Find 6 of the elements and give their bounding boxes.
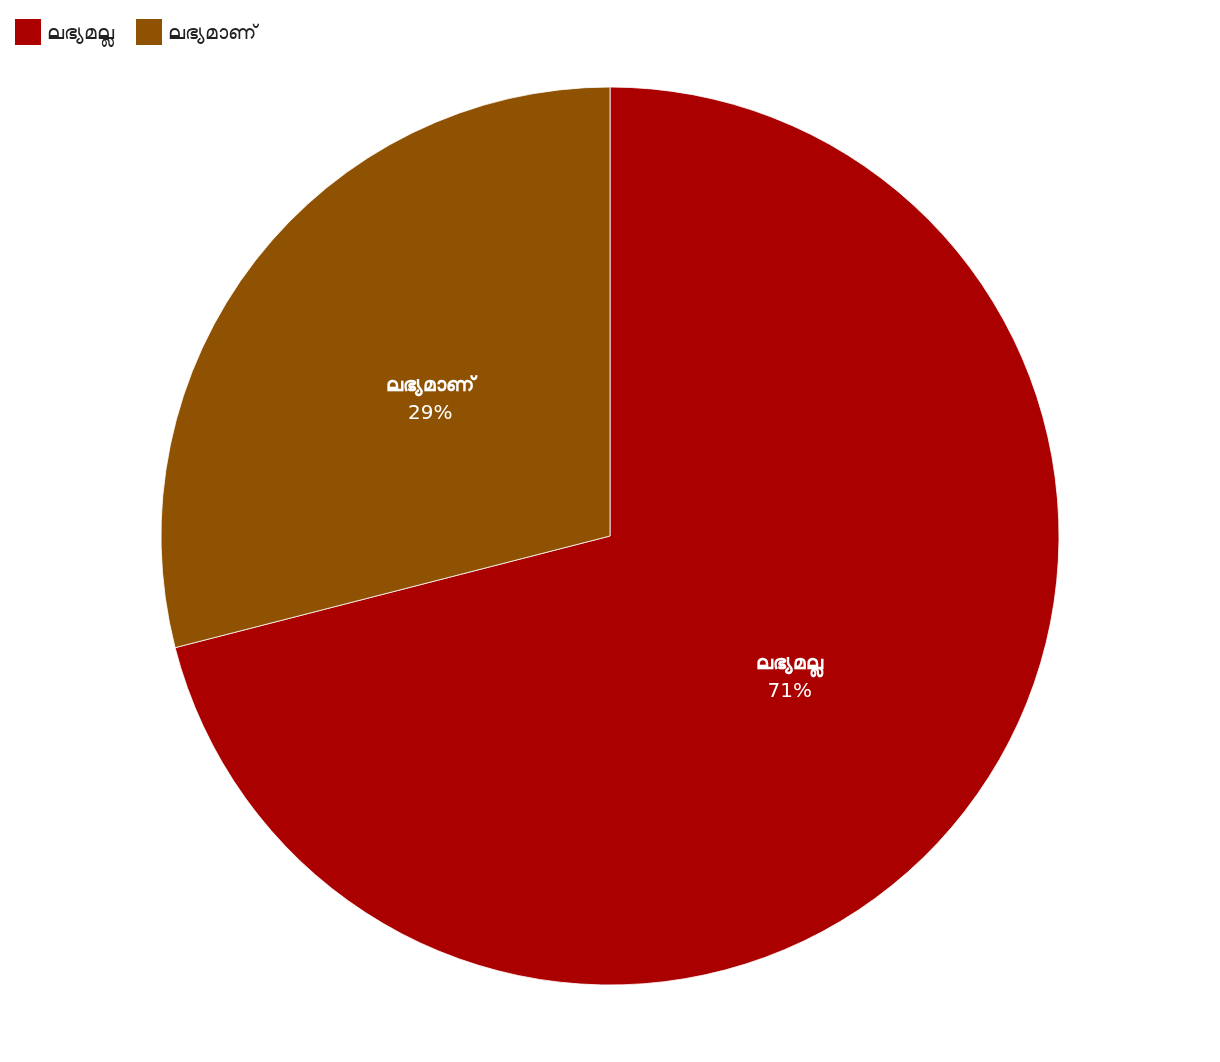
legend-label: ലഭ്യമല്ല — [47, 20, 115, 47]
data-label: 29% — [408, 399, 453, 424]
slice-label: ലഭ്യമല്ല — [756, 650, 825, 679]
legend-label: ലഭ്യമാണ് — [168, 20, 260, 44]
slice-label: ലഭ്യമാണ് — [385, 371, 478, 397]
data-label: 71% — [767, 678, 812, 703]
